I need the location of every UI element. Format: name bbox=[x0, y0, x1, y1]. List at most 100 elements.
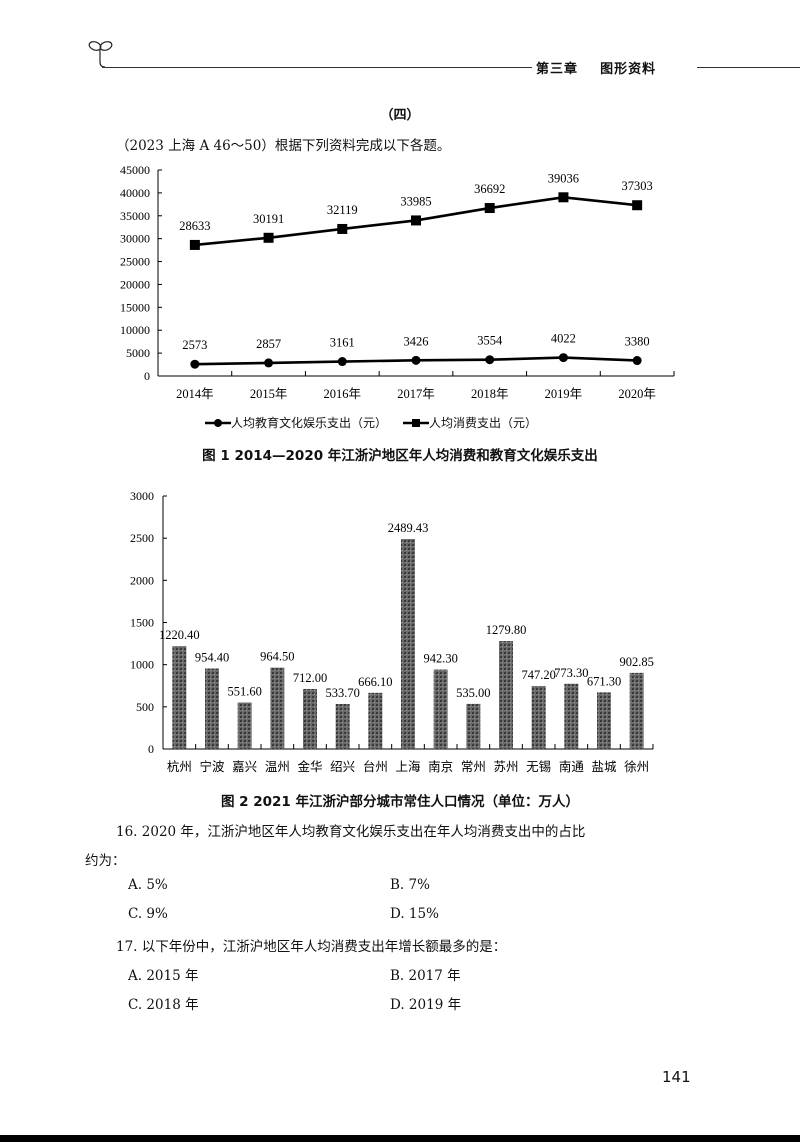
x-category-label: 苏州 bbox=[493, 759, 518, 774]
sprout-icon bbox=[88, 41, 113, 68]
data-point bbox=[484, 203, 495, 214]
data-point bbox=[190, 359, 200, 369]
x-tick-label: 2014年 bbox=[176, 387, 214, 401]
line-chart: 0 5000 10000 15000 20000 25000 30000 35000 40000… bbox=[120, 163, 675, 401]
y-tick-label: 3000 bbox=[130, 489, 154, 503]
y-tick-label: 1000 bbox=[130, 658, 154, 672]
bar bbox=[629, 672, 644, 749]
data-point bbox=[189, 239, 200, 250]
bar-value-label: 533.70 bbox=[325, 686, 359, 700]
legend-label: 人均消费支出（元） bbox=[429, 416, 538, 430]
data-point bbox=[337, 357, 347, 367]
bar bbox=[433, 669, 448, 749]
header-rule-right bbox=[697, 67, 800, 68]
bar bbox=[531, 685, 546, 749]
question-17-option-a[interactable]: A. 2015 年 bbox=[128, 968, 199, 984]
y-tick-label: 1500 bbox=[130, 616, 154, 630]
legend-item-consumption: 人均消费支出（元） bbox=[403, 414, 537, 431]
bar bbox=[303, 688, 317, 749]
bar-value-label: 1279.80 bbox=[486, 623, 527, 637]
bar-value-label: 942.30 bbox=[423, 652, 457, 666]
square-marker-icon bbox=[403, 418, 430, 427]
y-tick-label: 40000 bbox=[120, 186, 150, 200]
bar bbox=[270, 667, 285, 749]
bar bbox=[205, 668, 219, 749]
bar-chart: 0 500 1000 1500 2000 2500 3000 1220.40 杭州 954.40 宁… bbox=[130, 489, 654, 774]
bar-value-label: 671.30 bbox=[587, 674, 621, 688]
bar bbox=[335, 703, 350, 749]
question-16-option-c[interactable]: C. 9% bbox=[128, 906, 168, 922]
data-point bbox=[411, 215, 421, 226]
y-tick-label: 35000 bbox=[120, 209, 150, 223]
bar-value-label: 666.10 bbox=[358, 675, 392, 689]
bar-value-label: 773.30 bbox=[554, 666, 588, 680]
x-category-label: 宁波 bbox=[199, 759, 225, 774]
x-tick-label: 2016年 bbox=[324, 387, 362, 401]
bar bbox=[597, 692, 611, 749]
legend-label: 人均教育文化娱乐支出（元） bbox=[231, 416, 388, 430]
bar-value-label: 551.60 bbox=[227, 684, 261, 698]
x-tick-label: 2020年 bbox=[618, 387, 656, 401]
x-category-label: 南京 bbox=[428, 759, 453, 774]
page-number: 141 bbox=[662, 1068, 691, 1086]
bar-value-label: 535.00 bbox=[456, 686, 490, 700]
data-label: 39036 bbox=[548, 171, 579, 185]
data-label: 4022 bbox=[551, 332, 576, 346]
data-label: 37303 bbox=[622, 179, 653, 193]
bar bbox=[401, 539, 415, 749]
question-16-stem: 16. 2020 年，江浙沪地区年人均教育文化娱乐支出在年人均消费支出中的占比 bbox=[116, 824, 586, 840]
data-point bbox=[264, 358, 274, 368]
x-category-label: 上海 bbox=[395, 759, 421, 774]
bar-value-label: 954.40 bbox=[195, 651, 229, 665]
x-category-label: 无锡 bbox=[526, 759, 551, 774]
data-label: 3161 bbox=[330, 336, 355, 350]
question-17-option-c[interactable]: C. 2018 年 bbox=[128, 997, 199, 1013]
data-point bbox=[485, 355, 495, 365]
bar-value-label: 747.20 bbox=[521, 668, 555, 682]
y-tick-label: 15000 bbox=[120, 300, 150, 314]
legend-item-education: 人均教育文化娱乐支出（元） bbox=[205, 414, 387, 431]
figure1-caption: 图 1 2014—2020 年江浙沪地区年人均消费和教育文化娱乐支出 bbox=[202, 448, 598, 464]
y-tick-label: 45000 bbox=[120, 163, 150, 177]
bar bbox=[466, 703, 481, 749]
bar-value-label: 712.00 bbox=[293, 671, 327, 685]
x-category-label: 杭州 bbox=[167, 759, 192, 774]
chapter-title: 第三章 图形资料 bbox=[536, 62, 657, 77]
data-label: 30191 bbox=[253, 212, 284, 226]
bar bbox=[564, 683, 579, 749]
data-point bbox=[632, 200, 643, 211]
data-label: 28633 bbox=[179, 219, 210, 233]
question-16-option-b[interactable]: B. 7% bbox=[390, 877, 430, 893]
data-label: 3426 bbox=[404, 334, 429, 348]
question-16-option-d[interactable]: D. 15% bbox=[390, 906, 439, 922]
y-tick-label: 10000 bbox=[120, 323, 150, 337]
bar bbox=[172, 646, 187, 749]
figure2-caption: 图 2 2021 年江浙沪部分城市常住人口情况（单位：万人） bbox=[220, 794, 580, 810]
x-category-label: 温州 bbox=[265, 760, 290, 774]
y-tick-label: 0 bbox=[144, 369, 150, 383]
bar bbox=[368, 692, 383, 749]
question-17-option-d[interactable]: D. 2019 年 bbox=[390, 997, 462, 1013]
x-category-label: 常州 bbox=[461, 760, 486, 774]
data-label: 33985 bbox=[400, 194, 431, 208]
data-label: 32119 bbox=[327, 203, 358, 217]
data-label: 2573 bbox=[182, 338, 207, 352]
question-17-option-b[interactable]: B. 2017 年 bbox=[390, 968, 461, 984]
question-16-option-a[interactable]: A. 5% bbox=[128, 877, 168, 893]
data-label: 3554 bbox=[477, 334, 503, 348]
x-tick-label: 2015年 bbox=[250, 387, 288, 401]
question-16-stem-cont: 约为： bbox=[85, 853, 126, 869]
data-point bbox=[558, 192, 569, 203]
bar-value-label: 1220.40 bbox=[159, 628, 200, 642]
bar bbox=[237, 702, 252, 749]
bar-value-label: 964.50 bbox=[260, 650, 294, 664]
data-label: 3380 bbox=[625, 335, 650, 349]
bar-value-label: 2489.43 bbox=[388, 521, 429, 535]
circle-marker-icon bbox=[205, 418, 231, 427]
y-tick-label: 500 bbox=[136, 700, 154, 714]
x-category-label: 盐城 bbox=[591, 760, 617, 774]
bar-value-label: 902.85 bbox=[619, 655, 653, 669]
chart-legend: 人均教育文化娱乐支出（元） 人均消费支出（元） bbox=[205, 414, 537, 431]
data-point bbox=[411, 355, 421, 365]
x-category-label: 徐州 bbox=[624, 759, 649, 774]
